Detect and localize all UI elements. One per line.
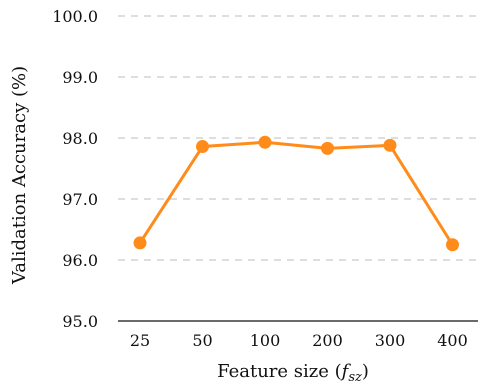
y-tick-label: 99.0 [62,68,98,87]
y-tick-label: 98.0 [62,129,98,148]
x-tick-label: 25 [130,331,150,350]
x-tick-labels: 25 50 100 200 300 400 [130,331,468,350]
y-tick-label: 96.0 [62,251,98,270]
series-line [138,140,454,246]
series-points [133,135,459,252]
x-tick-label: 200 [312,331,343,350]
data-point [133,236,147,250]
x-axis-label: Feature size (fsz) [217,361,369,385]
data-point [383,138,397,152]
grid-lines [118,15,478,261]
y-tick-label: 97.0 [62,190,98,209]
x-tick-label: 100 [250,331,281,350]
y-axis-label: Validation Accuracy (%) [9,66,30,285]
y-tick-label: 95.0 [62,312,98,331]
data-point [258,135,272,149]
x-tick-label: 400 [437,331,468,350]
data-point [196,140,209,154]
y-tick-label: 100.0 [52,7,98,26]
x-tick-label: 300 [375,331,406,350]
data-point [321,141,334,155]
x-tick-label: 50 [192,331,212,350]
data-point [446,238,459,252]
y-tick-labels: 95.0 96.0 97.0 98.0 99.0 100.0 [52,7,98,331]
